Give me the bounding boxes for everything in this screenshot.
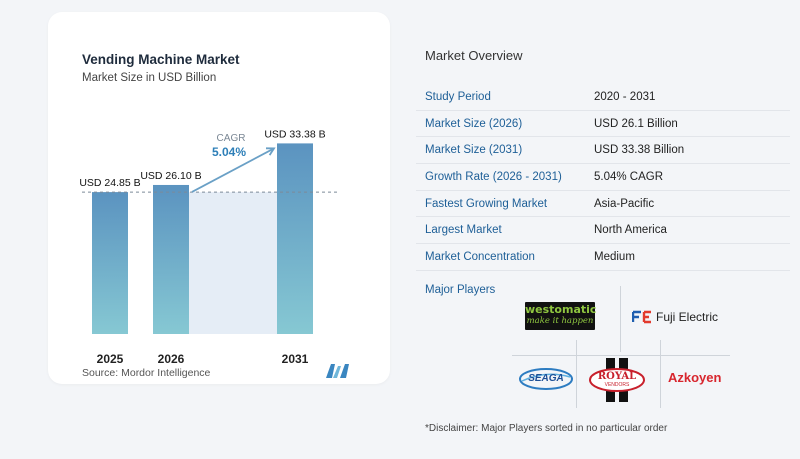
cagr-arrowhead [265,147,276,156]
row-value: USD 26.1 Billion [594,117,678,130]
chart-subtitle: Market Size in USD Billion [82,72,217,84]
cagr-value: 5.04% [212,145,246,159]
bar-2031 [277,143,313,334]
overview-row: Market Size (2031) USD 33.38 Billion [416,137,790,165]
data-label-2031: USD 33.38 B [264,128,325,140]
westomatic-tagline: make it happen [526,316,594,326]
overview-row: Market Concentration Medium [416,244,790,271]
divider [620,286,621,352]
overview-title: Market Overview [425,48,523,63]
row-label: Market Concentration [425,250,535,263]
row-label: Market Size (2026) [425,117,523,130]
fuji-mark-icon [632,310,651,324]
chart-card: Vending Machine Market Market Size in US… [48,12,390,384]
royal-sub: VENDORS [604,382,630,388]
azkoyen-logo: Azkoyen [668,370,722,385]
major-players-title: Major Players [425,284,496,296]
x-tick-2025: 2025 [97,352,124,366]
overview-row: Study Period 2020 - 2031 [416,84,790,111]
row-value: North America [594,224,667,237]
row-label: Market Size (2031) [425,144,523,157]
row-value: 5.04% CAGR [594,170,664,183]
row-value: Asia-Pacific [594,197,655,210]
divider [660,340,661,408]
cagr-label: CAGR [217,133,246,144]
disclaimer: *Disclaimer: Major Players sorted in no … [425,423,668,434]
westomatic-logo: westomatic make it happen [525,302,597,330]
row-value: USD 33.38 Billion [594,144,685,157]
data-label-2025: USD 24.85 B [79,177,140,189]
seaga-name: SEAGA [528,373,564,384]
row-label: Fastest Growing Market [425,197,548,210]
divider [576,340,577,408]
royal-crest-icon [589,358,645,402]
x-tick-2026: 2026 [158,352,185,366]
market-overview-panel: Market Overview Study Period 2020 - 2031 … [390,0,800,459]
fuji-name: Fuji Electric [656,310,719,324]
bar-2025 [92,192,128,334]
bar-2026 [153,184,189,334]
royal-vendors-logo: ROYAL VENDORS [588,358,646,402]
data-label-2026: USD 26.10 B [140,170,201,182]
row-value: Medium [594,250,635,263]
cagr-arrow [191,147,275,193]
x-tick-2031: 2031 [282,352,309,366]
overview-row: Growth Rate (2026 - 2031) 5.04% CAGR [416,164,790,191]
source-note: Source: Mordor Intelligence [82,367,211,379]
overview-row: Fastest Growing Market Asia-Pacific [416,191,790,218]
fuji-electric-logo: Fuji Electric [632,309,732,325]
row-value: 2020 - 2031 [594,90,656,103]
royal-name: ROYAL [597,371,637,382]
chart-title: Vending Machine Market [82,52,240,67]
row-label: Largest Market [425,224,502,237]
seaga-swoosh-icon [519,368,573,390]
highlight-band [189,192,277,334]
seaga-logo: SEAGA [518,366,574,392]
divider [512,355,730,356]
mordor-logo-icon [326,364,349,378]
overview-row: Largest Market North America [416,217,790,245]
overview-table: Study Period 2020 - 2031 Market Size (202… [416,84,790,271]
row-label: Study Period [425,90,491,103]
westomatic-name: westomatic [525,303,597,316]
overview-row: Market Size (2026) USD 26.1 Billion [416,111,790,138]
row-label: Growth Rate (2026 - 2031) [425,170,562,183]
